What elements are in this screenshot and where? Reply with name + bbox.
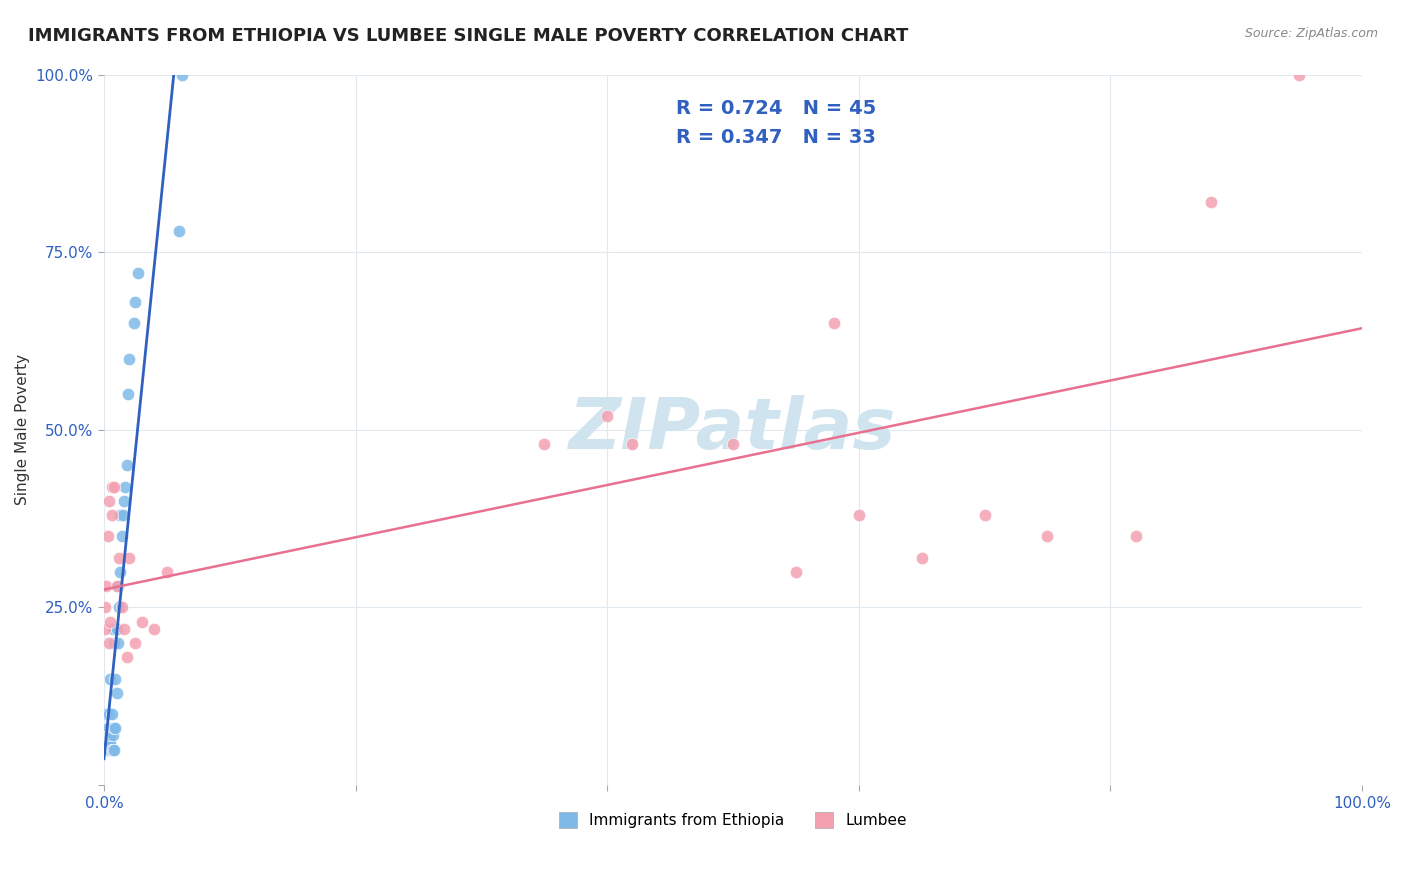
- Point: [101, 728, 124, 742]
- Point: [101, 742, 124, 756]
- Text: Source: ZipAtlas.com: Source: ZipAtlas.com: [1244, 27, 1378, 40]
- Point: [107, 579, 129, 593]
- Point: [96, 579, 118, 593]
- Y-axis label: Single Male Poverty: Single Male Poverty: [15, 354, 30, 506]
- Point: [115, 650, 138, 665]
- Point: [131, 615, 153, 629]
- Point: [533, 437, 555, 451]
- Text: IMMIGRANTS FROM ETHIOPIA VS LUMBEE SINGLE MALE POVERTY CORRELATION CHART: IMMIGRANTS FROM ETHIOPIA VS LUMBEE SINGL…: [28, 27, 908, 45]
- Point: [114, 480, 136, 494]
- Point: [973, 508, 995, 522]
- Point: [98, 735, 121, 749]
- Point: [101, 622, 124, 636]
- Text: R = 0.724   N = 45: R = 0.724 N = 45: [676, 99, 876, 119]
- Point: [98, 636, 121, 650]
- Point: [143, 622, 166, 636]
- Point: [118, 351, 141, 366]
- Point: [100, 721, 122, 735]
- Point: [104, 672, 127, 686]
- Point: [108, 550, 131, 565]
- Point: [108, 600, 131, 615]
- Point: [98, 728, 121, 742]
- Point: [103, 742, 125, 756]
- Point: [94, 622, 117, 636]
- Point: [1199, 195, 1222, 210]
- Point: [124, 636, 146, 650]
- Point: [122, 316, 145, 330]
- Point: [98, 742, 121, 756]
- Point: [98, 706, 121, 721]
- Legend: Immigrants from Ethiopia, Lumbee: Immigrants from Ethiopia, Lumbee: [553, 806, 914, 834]
- Point: [96, 706, 118, 721]
- Point: [112, 494, 135, 508]
- Point: [104, 721, 127, 735]
- Point: [1125, 529, 1147, 543]
- Point: [105, 622, 128, 636]
- Point: [621, 437, 644, 451]
- Point: [100, 508, 122, 522]
- Point: [596, 409, 619, 423]
- Point: [170, 68, 193, 82]
- Point: [97, 721, 120, 735]
- Text: R = 0.347   N = 33: R = 0.347 N = 33: [676, 128, 876, 147]
- Point: [823, 316, 845, 330]
- Point: [94, 742, 117, 756]
- Point: [98, 735, 121, 749]
- Point: [97, 742, 120, 756]
- Text: ZIPatlas: ZIPatlas: [569, 395, 897, 465]
- Point: [115, 458, 138, 473]
- Point: [98, 742, 121, 756]
- Point: [110, 565, 132, 579]
- Point: [721, 437, 744, 451]
- Point: [98, 615, 121, 629]
- Point: [117, 387, 139, 401]
- Point: [1288, 68, 1310, 82]
- Point: [785, 565, 807, 579]
- Point: [124, 294, 146, 309]
- Point: [911, 550, 934, 565]
- Point: [118, 550, 141, 565]
- Point: [100, 742, 122, 756]
- Point: [98, 742, 121, 756]
- Point: [103, 480, 125, 494]
- Point: [169, 224, 191, 238]
- Point: [98, 672, 121, 686]
- Point: [107, 636, 129, 650]
- Point: [127, 267, 149, 281]
- Point: [110, 508, 132, 522]
- Point: [103, 636, 125, 650]
- Point: [97, 529, 120, 543]
- Point: [94, 600, 117, 615]
- Point: [1036, 529, 1059, 543]
- Point: [97, 735, 120, 749]
- Point: [96, 742, 118, 756]
- Point: [110, 529, 132, 543]
- Point: [105, 579, 128, 593]
- Point: [848, 508, 870, 522]
- Point: [105, 686, 128, 700]
- Point: [103, 721, 125, 735]
- Point: [100, 480, 122, 494]
- Point: [98, 494, 121, 508]
- Point: [98, 728, 121, 742]
- Point: [110, 600, 132, 615]
- Point: [100, 706, 122, 721]
- Point: [156, 565, 179, 579]
- Point: [112, 622, 135, 636]
- Point: [111, 508, 134, 522]
